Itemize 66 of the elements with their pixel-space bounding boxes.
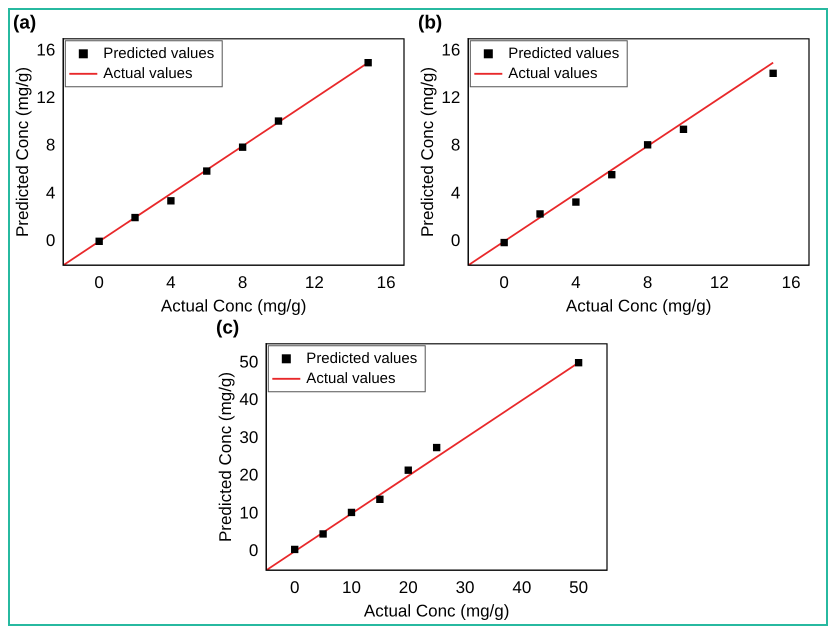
legend-label: Predicted values — [508, 44, 620, 62]
point — [318, 530, 326, 538]
legend-label: Predicted values — [103, 44, 214, 62]
point — [404, 466, 412, 474]
point — [376, 496, 384, 503]
x-tick-label: 40 — [512, 578, 531, 598]
point — [500, 238, 508, 246]
point — [536, 210, 544, 218]
x-tick-label: 4 — [571, 273, 581, 292]
y-axis-title: Predicted Conc (mg/g) — [418, 66, 437, 238]
y-tick-label: 8 — [450, 136, 460, 155]
x-tick-label: 12 — [304, 273, 324, 292]
y-tick-label: 0 — [46, 231, 56, 250]
point — [608, 170, 616, 178]
point — [167, 197, 175, 205]
y-tick-label: 10 — [238, 503, 258, 522]
legend-label: Actual values — [508, 64, 598, 82]
point — [131, 214, 139, 222]
x-tick-label: 20 — [398, 578, 418, 598]
point — [769, 70, 777, 78]
point — [432, 444, 440, 452]
point — [347, 508, 355, 516]
point — [364, 58, 372, 66]
y-tick-label: 30 — [238, 428, 258, 447]
y-tick-label: 4 — [450, 183, 460, 202]
x-axis-title: Actual Conc (mg/g) — [160, 296, 306, 316]
legend-label: Actual values — [103, 64, 193, 82]
point — [238, 144, 246, 151]
x-tick-label: 50 — [568, 578, 588, 598]
point — [572, 198, 580, 206]
x-tick-label: 4 — [166, 273, 176, 292]
y-tick-label: 0 — [450, 231, 460, 250]
chart-title: (c) — [216, 318, 239, 339]
x-tick-label: 12 — [710, 273, 729, 292]
y-tick-label: 50 — [238, 352, 258, 372]
y-axis-title: Predicted Conc (mg/g) — [215, 372, 234, 542]
point — [680, 126, 688, 134]
point — [574, 358, 582, 366]
point — [290, 546, 298, 554]
chart-title: (b) — [418, 12, 442, 34]
point — [274, 117, 282, 125]
x-tick-label: 0 — [499, 273, 509, 292]
y-tick-label: 40 — [238, 390, 258, 410]
x-axis-title: Actual Conc (mg/g) — [363, 601, 509, 620]
y-tick-label: 20 — [238, 466, 258, 485]
x-tick-label: 8 — [642, 273, 652, 292]
y-tick-label: 16 — [36, 40, 56, 60]
point — [203, 167, 210, 175]
x-tick-label: 10 — [342, 578, 360, 598]
legend-label: Actual values — [306, 370, 396, 387]
x-tick-label: 0 — [94, 273, 104, 292]
legend-label: Predicted values — [306, 350, 417, 367]
y-axis-title: Predicted Conc (mg/g) — [12, 66, 32, 238]
y-tick-label: 16 — [441, 40, 460, 60]
point — [644, 141, 652, 149]
y-tick-label: 4 — [46, 183, 56, 202]
chart-title: (a) — [13, 12, 36, 34]
point — [95, 238, 103, 246]
x-tick-label: 0 — [289, 578, 299, 598]
y-tick-label: 12 — [36, 88, 56, 108]
x-tick-label: 16 — [376, 273, 396, 292]
x-axis-title: Actual Conc (mg/g) — [566, 296, 712, 316]
y-tick-label: 12 — [441, 88, 460, 108]
y-tick-label: 0 — [248, 541, 258, 560]
y-tick-label: 8 — [46, 136, 56, 155]
x-tick-label: 16 — [782, 273, 801, 292]
